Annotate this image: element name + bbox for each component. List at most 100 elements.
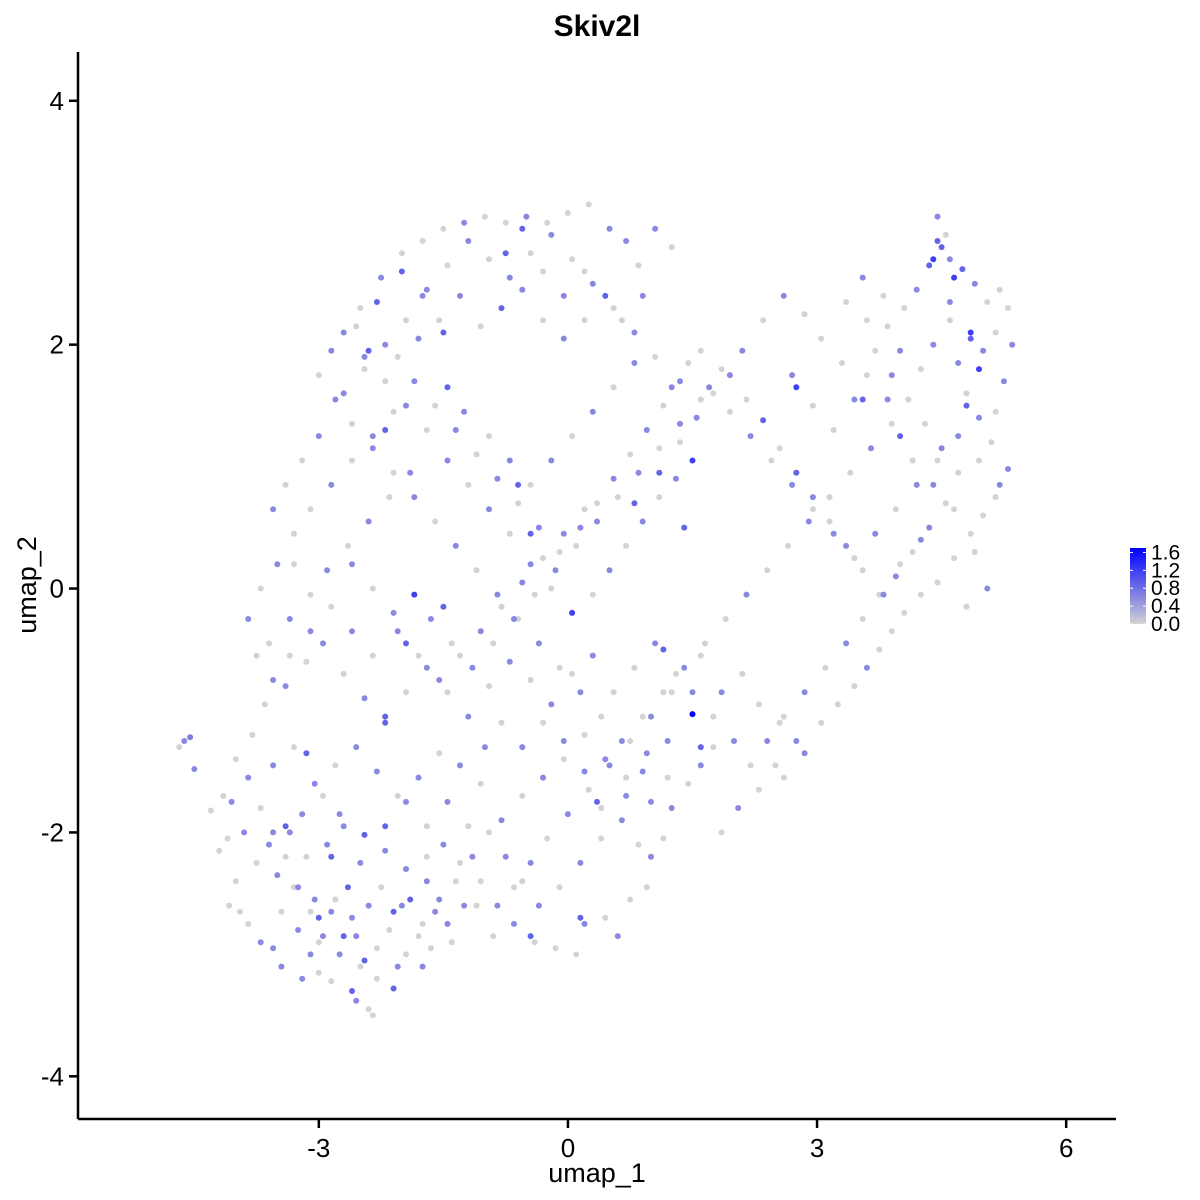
data-point <box>390 609 397 616</box>
data-point <box>897 561 904 568</box>
data-point <box>934 457 941 464</box>
data-point <box>552 567 559 574</box>
data-point <box>261 701 268 708</box>
data-point <box>789 481 796 488</box>
data-point <box>564 811 571 818</box>
data-point <box>282 481 289 488</box>
data-point <box>207 807 214 814</box>
data-point <box>436 677 443 683</box>
points-layer <box>176 201 1016 1019</box>
data-point <box>270 677 277 683</box>
data-point <box>465 481 472 488</box>
data-point <box>176 744 183 751</box>
data-point <box>519 579 526 586</box>
data-point <box>311 780 318 787</box>
data-point <box>465 823 472 830</box>
data-point <box>980 512 987 519</box>
data-point <box>382 378 389 385</box>
data-point <box>963 402 970 409</box>
data-point <box>946 317 953 324</box>
data-point <box>739 670 746 677</box>
data-point <box>527 677 534 683</box>
data-point <box>1005 466 1011 472</box>
data-point <box>457 652 463 659</box>
data-point <box>427 616 434 622</box>
data-point <box>548 231 555 238</box>
data-point <box>660 646 667 653</box>
data-point <box>801 750 808 757</box>
data-point <box>793 384 800 391</box>
data-point <box>677 420 683 427</box>
data-point <box>938 244 945 251</box>
data-point <box>519 792 526 799</box>
data-point <box>432 908 439 915</box>
data-point <box>328 853 335 860</box>
data-point <box>913 286 920 293</box>
data-point <box>930 341 937 348</box>
data-point <box>618 817 625 824</box>
data-point <box>382 713 389 720</box>
data-point <box>486 683 492 690</box>
data-point <box>618 317 625 324</box>
data-point <box>436 896 443 903</box>
data-point <box>755 786 762 793</box>
data-point <box>249 731 256 738</box>
data-point <box>419 920 426 927</box>
data-point <box>398 268 405 275</box>
data-point <box>930 256 937 263</box>
data-point <box>290 561 297 568</box>
data-point <box>236 908 243 915</box>
data-point <box>843 299 850 305</box>
data-point <box>772 762 779 769</box>
data-point <box>917 536 924 543</box>
data-point <box>610 305 617 312</box>
data-point <box>386 494 393 501</box>
data-point <box>996 481 1003 488</box>
data-point <box>863 664 870 671</box>
data-point <box>353 744 360 751</box>
data-point <box>324 567 331 574</box>
data-point <box>843 640 850 647</box>
data-point <box>888 628 895 635</box>
data-point <box>270 945 277 952</box>
data-point <box>863 317 870 324</box>
data-point <box>415 335 422 342</box>
data-point <box>328 978 335 985</box>
data-point <box>623 792 630 799</box>
data-point <box>290 530 297 537</box>
data-point <box>241 829 248 836</box>
data-point <box>614 494 621 501</box>
data-point <box>643 427 650 433</box>
data-point <box>266 841 272 848</box>
data-point <box>373 975 380 982</box>
data-point <box>415 652 422 659</box>
data-point <box>631 360 638 366</box>
data-point <box>307 628 314 635</box>
data-point <box>282 853 289 860</box>
data-point <box>577 859 584 866</box>
data-point <box>785 542 791 549</box>
data-point <box>527 481 534 488</box>
data-point <box>436 750 443 757</box>
y-axis-ticks: -4 -2 0 2 4 <box>41 86 78 1091</box>
data-point <box>423 286 430 293</box>
data-point <box>299 975 306 982</box>
data-point <box>594 518 600 525</box>
data-point <box>461 902 468 909</box>
data-point <box>809 494 816 501</box>
data-point <box>589 652 596 659</box>
data-point <box>627 738 634 744</box>
data-point <box>477 780 484 787</box>
data-point <box>693 414 700 421</box>
data-point <box>577 524 584 531</box>
data-point <box>444 457 451 464</box>
data-point <box>315 372 322 379</box>
data-point <box>303 750 310 757</box>
data-point <box>548 585 555 592</box>
data-point <box>320 933 326 940</box>
data-point <box>349 628 355 635</box>
data-point <box>967 335 974 342</box>
data-point <box>349 914 355 921</box>
color-scale-tick-label: 0.8 <box>1151 577 1180 600</box>
data-point <box>764 567 771 574</box>
